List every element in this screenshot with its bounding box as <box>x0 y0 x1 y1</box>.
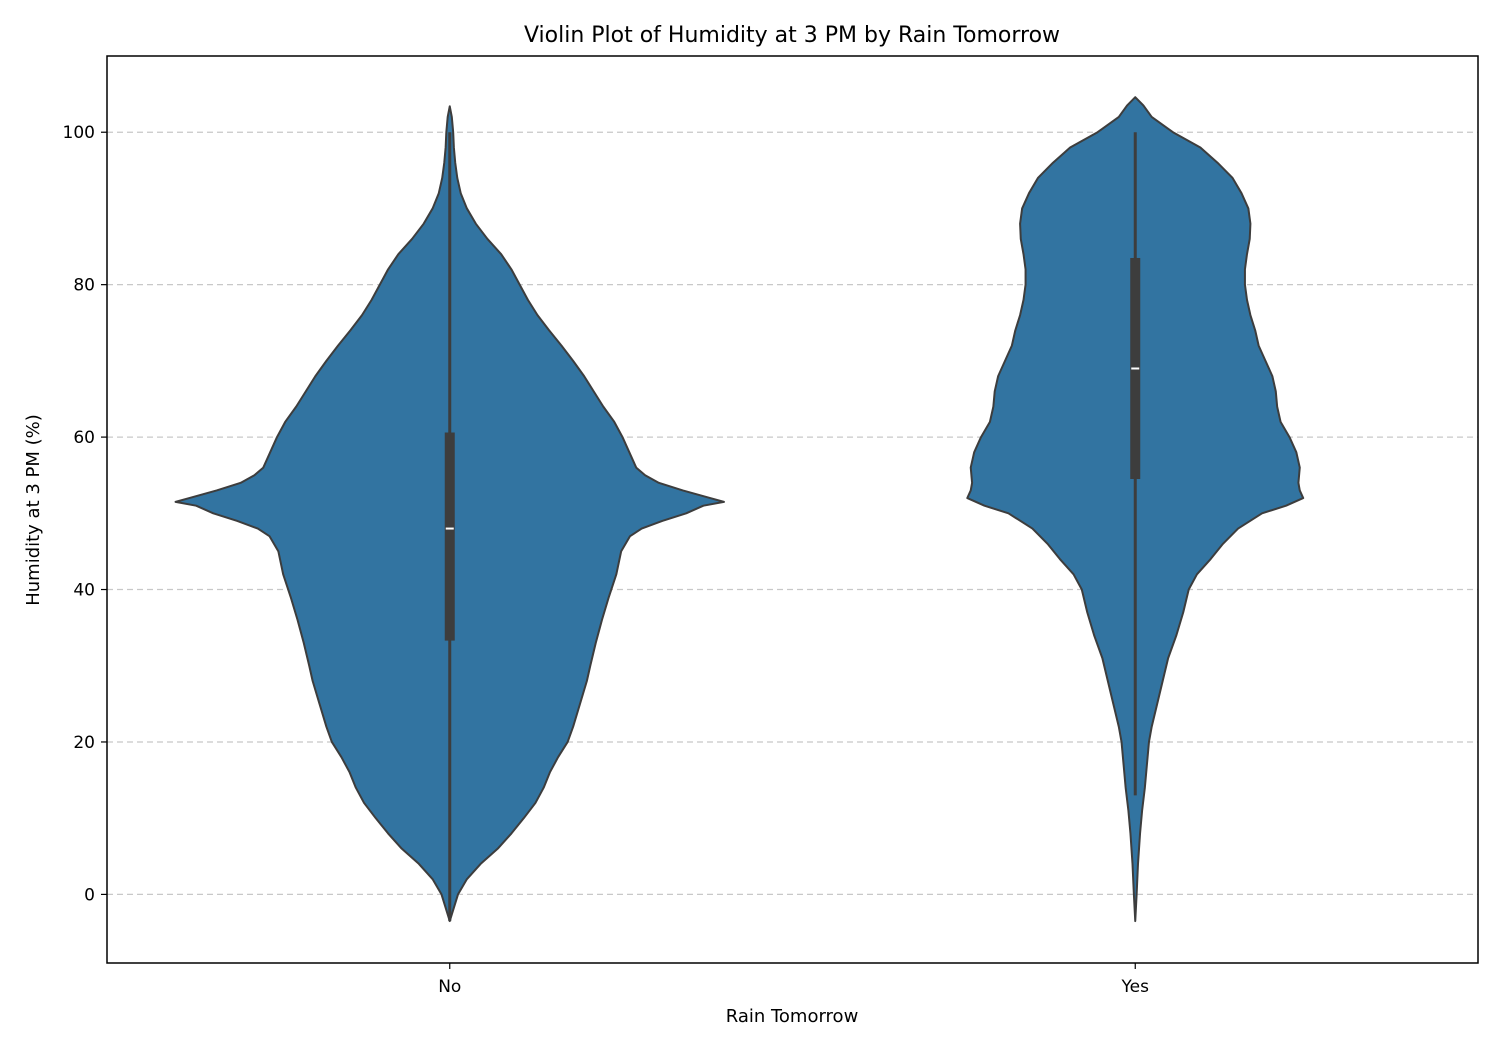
y-axis-label: Humidity at 3 PM (%) <box>23 414 44 606</box>
y-axis: 0 20 40 60 80 100 <box>63 123 107 905</box>
plot-frame <box>106 55 1479 964</box>
y-tick-label: 100 <box>63 123 95 143</box>
chart-title: Violin Plot of Humidity at 3 PM by Rain … <box>524 23 1060 48</box>
y-tick-label: 60 <box>73 428 95 448</box>
x-tick-label: No <box>438 977 461 997</box>
y-tick-label: 0 <box>84 885 95 905</box>
x-axis-label: Rain Tomorrow <box>726 1006 859 1027</box>
iqr-box-no <box>444 432 455 641</box>
y-tick-label: 40 <box>73 581 95 601</box>
x-axis: No Yes <box>438 963 1149 997</box>
inner-boxes <box>444 132 1141 922</box>
y-tick-label: 20 <box>73 733 95 753</box>
x-tick-label: Yes <box>1121 977 1150 997</box>
y-tick-label: 80 <box>73 276 95 296</box>
